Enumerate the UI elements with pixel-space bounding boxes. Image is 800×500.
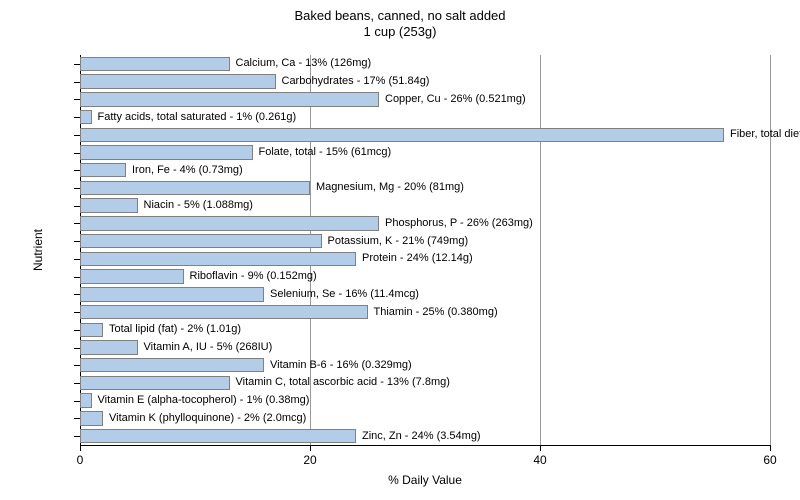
- y-tick: [74, 348, 80, 349]
- bar-label: Thiamin - 25% (0.380mg): [374, 306, 498, 318]
- y-tick: [74, 64, 80, 65]
- bar: [80, 287, 264, 302]
- grid-line: [770, 55, 771, 445]
- y-tick: [74, 170, 80, 171]
- bar-label: Carbohydrates - 17% (51.84g): [282, 75, 430, 87]
- x-tick: [310, 445, 311, 451]
- bar: [80, 234, 322, 249]
- bar-label: Vitamin B-6 - 16% (0.329mg): [270, 359, 412, 371]
- bar-label: Vitamin E (alpha-tocopherol) - 1% (0.38m…: [98, 394, 310, 406]
- bar-label: Niacin - 5% (1.088mg): [144, 199, 253, 211]
- y-tick: [74, 188, 80, 189]
- y-tick: [74, 259, 80, 260]
- y-tick: [74, 135, 80, 136]
- y-tick: [74, 436, 80, 437]
- bar-label: Phosphorus, P - 26% (263mg): [385, 217, 533, 229]
- x-tick-label: 40: [533, 453, 546, 467]
- bar: [80, 340, 138, 355]
- x-axis-label: % Daily Value: [80, 473, 770, 487]
- bar-label: Protein - 24% (12.14g): [362, 252, 473, 264]
- bar-label: Potassium, K - 21% (749mg): [328, 235, 469, 247]
- bar: [80, 252, 356, 267]
- bar-label: Fiber, total dietary - 56% (13.9g): [730, 128, 800, 140]
- x-tick: [770, 445, 771, 451]
- title-line-2: 1 cup (253g): [364, 24, 437, 39]
- bar-label: Zinc, Zn - 24% (3.54mg): [362, 430, 481, 442]
- x-tick-label: 60: [763, 453, 776, 467]
- y-tick: [74, 223, 80, 224]
- bar: [80, 358, 264, 373]
- bar: [80, 181, 310, 196]
- bar: [80, 393, 92, 408]
- y-tick: [74, 401, 80, 402]
- y-tick: [74, 241, 80, 242]
- bar: [80, 376, 230, 391]
- bar: [80, 411, 103, 426]
- bar: [80, 74, 276, 89]
- y-tick: [74, 117, 80, 118]
- bar: [80, 269, 184, 284]
- bar-label: Total lipid (fat) - 2% (1.01g): [109, 323, 241, 335]
- bar: [80, 57, 230, 72]
- bar-label: Calcium, Ca - 13% (126mg): [236, 57, 372, 69]
- title-line-1: Baked beans, canned, no salt added: [294, 8, 505, 23]
- y-tick: [74, 294, 80, 295]
- bar: [80, 305, 368, 320]
- bar-label: Vitamin C, total ascorbic acid - 13% (7.…: [236, 376, 450, 388]
- x-tick-label: 0: [77, 453, 84, 467]
- bar: [80, 429, 356, 444]
- grid-line: [540, 55, 541, 445]
- y-tick: [74, 330, 80, 331]
- bar-label: Copper, Cu - 26% (0.521mg): [385, 93, 526, 105]
- bar-label: Vitamin K (phylloquinone) - 2% (2.0mcg): [109, 412, 306, 424]
- bar-label: Vitamin A, IU - 5% (268IU): [144, 341, 273, 353]
- bar-label: Magnesium, Mg - 20% (81mg): [316, 181, 464, 193]
- chart-container: { "chart": { "type": "bar-horizontal", "…: [0, 0, 800, 500]
- plot-area: 0204060Calcium, Ca - 13% (126mg)Carbohyd…: [80, 55, 770, 445]
- y-tick: [74, 153, 80, 154]
- chart-title: Baked beans, canned, no salt added 1 cup…: [0, 8, 800, 41]
- y-tick: [74, 82, 80, 83]
- y-tick: [74, 365, 80, 366]
- x-tick: [80, 445, 81, 451]
- bar: [80, 323, 103, 338]
- y-tick: [74, 312, 80, 313]
- bar-label: Iron, Fe - 4% (0.73mg): [132, 164, 243, 176]
- y-tick: [74, 418, 80, 419]
- bar-label: Fatty acids, total saturated - 1% (0.261…: [98, 111, 297, 123]
- y-tick: [74, 206, 80, 207]
- bar: [80, 92, 379, 107]
- bar: [80, 145, 253, 160]
- y-axis-label: Nutrient: [31, 229, 45, 271]
- bar-label: Folate, total - 15% (61mcg): [259, 146, 392, 158]
- bar-label: Riboflavin - 9% (0.152mg): [190, 270, 317, 282]
- bar: [80, 110, 92, 125]
- y-tick: [74, 277, 80, 278]
- bar: [80, 198, 138, 213]
- x-tick-label: 20: [303, 453, 316, 467]
- y-tick: [74, 99, 80, 100]
- bar: [80, 216, 379, 231]
- bar-label: Selenium, Se - 16% (11.4mcg): [270, 288, 419, 300]
- bar: [80, 128, 724, 143]
- y-tick: [74, 383, 80, 384]
- bar: [80, 163, 126, 178]
- x-tick: [540, 445, 541, 451]
